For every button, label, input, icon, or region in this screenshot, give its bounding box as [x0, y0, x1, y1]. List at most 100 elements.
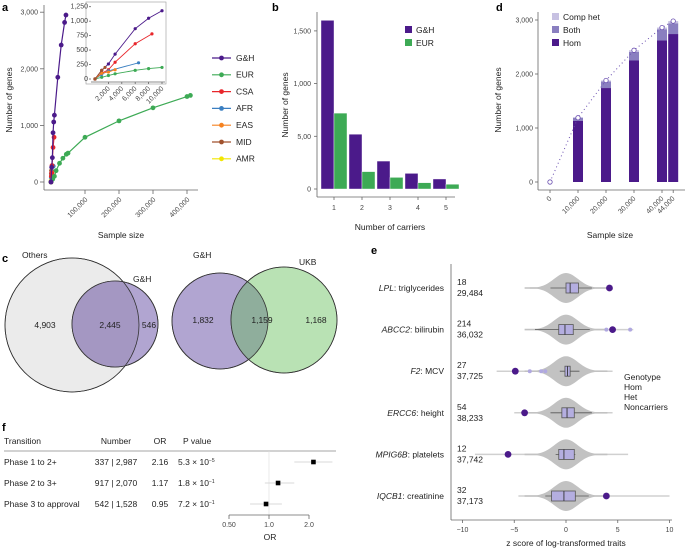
- gene-name: ABCC2: [381, 325, 411, 335]
- or-point: [263, 501, 269, 507]
- legend-marker: [219, 72, 224, 78]
- legend-label: Hom: [563, 38, 581, 48]
- data-point: [62, 19, 67, 25]
- panel-label-a: a: [2, 2, 9, 14]
- p-value: 7.2 × 10−1: [178, 499, 215, 509]
- set-label-gh: G&H: [193, 250, 211, 260]
- legend-marker: [219, 106, 224, 111]
- x-tick-label: 1: [332, 205, 336, 212]
- inset-data-point: [147, 66, 151, 71]
- data-point: [51, 119, 57, 125]
- or-value: 2.16: [152, 457, 169, 467]
- hom-point: [504, 451, 512, 458]
- gene-name: LPL: [379, 283, 394, 293]
- x-tick-label: 2.0: [304, 522, 314, 529]
- legend-label: Comp het: [563, 12, 600, 22]
- inset-data-point: [100, 68, 104, 72]
- total-point: [670, 18, 676, 24]
- y-tick-label: 2,000: [515, 72, 533, 79]
- total-point: [659, 24, 665, 31]
- panel-c-venn-diagrams: Others G&H 4,903 2,445 546 G&H UKB 1,832 1,159 1,…: [4, 250, 338, 393]
- data-point: [55, 74, 61, 80]
- y-tick-label: 1,500: [293, 28, 311, 35]
- bar-segment-Both: [657, 29, 667, 41]
- x-tick-label: 4: [416, 205, 420, 212]
- het-count: 18: [457, 277, 467, 287]
- inset-data-point: [133, 27, 137, 31]
- hom-point: [606, 284, 613, 292]
- inset-data-point: [113, 68, 117, 72]
- y-axis-label: Number of genes: [4, 67, 14, 132]
- inset-data-point: [150, 32, 154, 36]
- gene-name: MPIG6B: [375, 449, 407, 459]
- het-point: [604, 327, 609, 332]
- x-tick-label: 0: [546, 195, 554, 203]
- inset-y-tick-label: 1,250: [70, 4, 88, 11]
- box: [565, 282, 579, 294]
- panel-a-line-chart: 0 1,000 2,000 3,000 100,000 200,000 300,000 400…: [4, 1, 255, 240]
- legend-title: Genotype: [624, 372, 661, 382]
- legend-label-noncarriers: Noncarriers: [624, 402, 668, 412]
- x-tick-label: 1.0: [264, 522, 274, 529]
- data-point: [57, 160, 62, 166]
- data-point: [116, 118, 122, 124]
- legend-label: G&H: [236, 53, 254, 63]
- inset-y-tick-label: 1,000: [70, 18, 88, 25]
- x-tick-label: 2: [360, 205, 364, 212]
- panel-label-f: f: [2, 422, 6, 434]
- or-value: 1.17: [152, 478, 169, 488]
- legend-marker: [219, 122, 224, 128]
- bar-EUR: [417, 182, 432, 190]
- data-point: [52, 112, 57, 118]
- data-point: [48, 179, 54, 185]
- legend-label: Both: [563, 25, 581, 35]
- total-point: [575, 115, 581, 121]
- inset-data-point: [113, 72, 117, 76]
- inset-data-point: [160, 9, 164, 13]
- number-value: 542 | 1,528: [95, 499, 138, 509]
- data-point: [52, 173, 57, 179]
- trait-name: : creatinine: [402, 491, 444, 501]
- set-label-gh: G&H: [133, 274, 151, 284]
- p-exponent: −1: [209, 479, 215, 485]
- data-point: [65, 150, 71, 156]
- het-count: 54: [457, 402, 467, 412]
- legend-marker: [219, 156, 224, 162]
- venn-outline: [4, 257, 140, 393]
- inset-y-tick-label: 750: [76, 33, 88, 40]
- x-tick-label: −10: [457, 527, 469, 534]
- bar-EUR: [333, 112, 348, 190]
- legend-swatch: [552, 26, 559, 33]
- bar-G&H: [320, 20, 335, 190]
- bar-segment-Both: [629, 51, 639, 61]
- y-tick-label: 0: [529, 180, 533, 187]
- noncarrier-count: 29,484: [457, 288, 483, 298]
- y-tick-label: 1,000: [515, 126, 533, 133]
- legend-marker: [219, 55, 224, 61]
- transition-label: Phase 2 to 3+: [4, 478, 57, 488]
- het-point: [539, 369, 544, 374]
- venn-count: 2,445: [99, 320, 121, 330]
- x-axis-label: Sample size: [98, 230, 145, 240]
- p-base: 5.3 × 10: [178, 457, 209, 467]
- inset-data-point: [113, 52, 117, 56]
- x-axis-label: Sample size: [587, 230, 634, 240]
- data-point: [49, 155, 55, 161]
- x-axis-label: OR: [264, 532, 277, 542]
- panel-label-b: b: [272, 2, 279, 14]
- legend-label: AMR: [236, 154, 255, 164]
- venn-outline: [230, 266, 338, 374]
- hom-point: [609, 326, 616, 333]
- trait-name: : MCV: [420, 366, 444, 376]
- y-tick-label: 0: [34, 180, 38, 187]
- box: [558, 324, 574, 336]
- trait-name: : triglycerides: [394, 283, 444, 293]
- set-label-others: Others: [22, 250, 48, 260]
- legend-label: G&H: [416, 25, 434, 35]
- total-point: [603, 77, 609, 84]
- data-point: [82, 134, 88, 140]
- legend-label: MID: [236, 137, 252, 147]
- het-count: 12: [457, 443, 467, 453]
- or-value: 0.95: [152, 499, 169, 509]
- legend-label-hom: Hom: [624, 382, 642, 392]
